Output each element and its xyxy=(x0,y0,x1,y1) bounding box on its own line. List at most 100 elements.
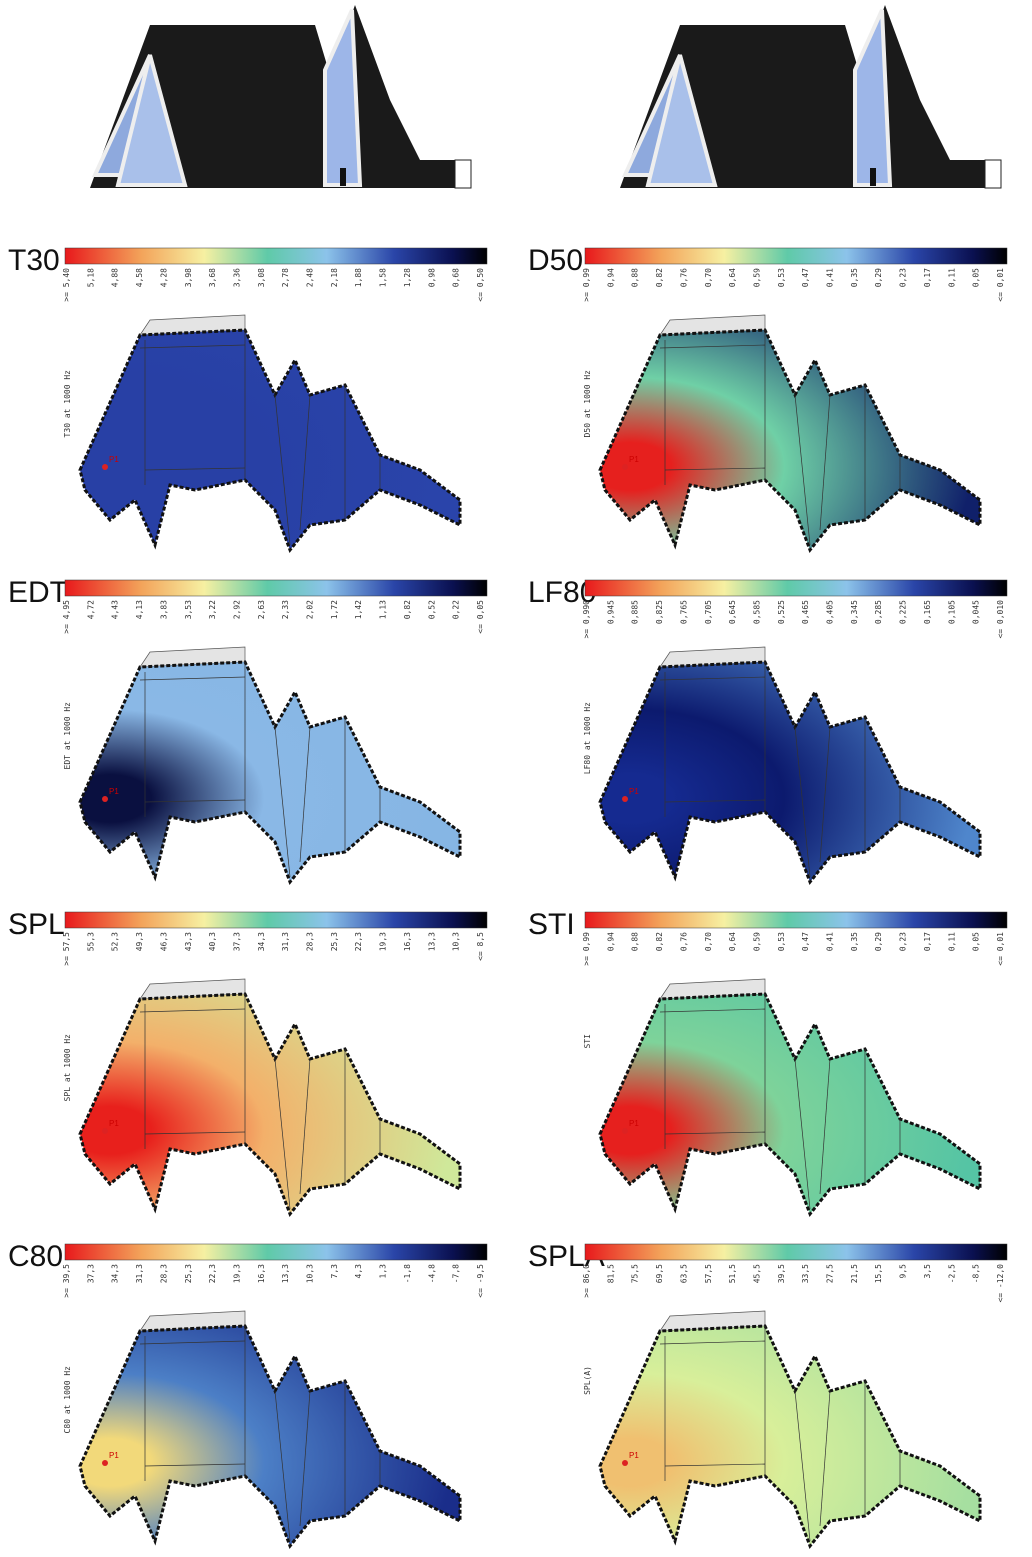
scale-label: 0,825 xyxy=(655,600,664,624)
wireframe-line xyxy=(139,1008,246,1013)
scale-label: 2,02 xyxy=(306,600,315,619)
source-label: P1 xyxy=(109,1119,119,1128)
source-label: P1 xyxy=(629,455,639,464)
wireframe-line xyxy=(794,1058,811,1210)
scale-label: 1,58 xyxy=(379,268,388,287)
acoustic-map xyxy=(78,992,462,1217)
scale-label: 0,23 xyxy=(899,932,908,951)
wireframe-line xyxy=(794,394,811,546)
scale-label: 0,525 xyxy=(777,600,786,624)
scale-label: 2,92 xyxy=(232,600,241,619)
scale-label: -4,8 xyxy=(427,1264,436,1283)
scale-label: >= 57,5 xyxy=(62,932,71,966)
scale-label: >= 5,40 xyxy=(62,268,71,302)
scale-label: <= -9,5 xyxy=(476,1264,485,1298)
scale-label: 28,3 xyxy=(159,1264,168,1283)
scale-label: 2,63 xyxy=(257,600,266,619)
building-elevation xyxy=(618,3,1003,190)
color-scale xyxy=(584,1243,1008,1261)
scale-label: 19,3 xyxy=(379,932,388,951)
scale-label: 2,18 xyxy=(330,268,339,287)
panel: SPL>= 57,5 55,3 52,3 49,3 46,3 43,3 40,3 37,3 34… xyxy=(8,908,488,1217)
scale-label: 34,3 xyxy=(111,1264,120,1283)
scale-label: 10,3 xyxy=(306,1264,315,1283)
scale-label: <= 0,50 xyxy=(476,268,485,302)
panel: D50>= 0,99 0,94 0,88 0,82 0,76 0,70 0,64 0,59 0,… xyxy=(528,244,1008,553)
scale-label: 1,28 xyxy=(403,268,412,287)
scale-label: 4,3 xyxy=(354,1264,363,1279)
panel-title: STI xyxy=(528,908,575,941)
wireframe-line xyxy=(274,1058,291,1210)
wireframe-line xyxy=(659,1340,766,1345)
scale-label: <= -12,0 xyxy=(996,1264,1005,1303)
panel: STI >= 0,99 0,94 0,88 0,82 0,76 0,70 0,64 0,59 0,… xyxy=(528,908,1008,1217)
scale-label: 0,47 xyxy=(801,268,810,287)
scale-label: 0,82 xyxy=(655,268,664,287)
wireframe-line xyxy=(299,1390,311,1527)
wireframe-line xyxy=(819,1058,831,1195)
scale-label: 0,22 xyxy=(452,600,461,619)
scale-label: 31,3 xyxy=(281,932,290,951)
scale-label: 37,3 xyxy=(86,1264,95,1283)
wireframe-line xyxy=(144,1131,246,1135)
source-label: P1 xyxy=(629,1119,639,1128)
wireframe-line xyxy=(139,344,246,349)
source-marker xyxy=(622,1128,628,1134)
scale-label: <= 0,010 xyxy=(996,600,1005,639)
scale-label: 1,88 xyxy=(354,268,363,287)
scale-label: 2,78 xyxy=(281,268,290,287)
panel-title: D50 xyxy=(528,244,583,277)
scale-label: 0,765 xyxy=(679,600,688,624)
scale-label: <= 0,05 xyxy=(476,600,485,634)
wireframe-line xyxy=(664,1131,766,1135)
scale-label: 4,72 xyxy=(86,600,95,619)
wireframe-line xyxy=(664,1463,766,1467)
scale-label: 63,5 xyxy=(679,1264,688,1283)
scale-label: 4,28 xyxy=(159,268,168,287)
panels: T30>= 5,40 5,18 4,88 4,58 4,28 3,98 3,68 3,36 3,… xyxy=(8,244,1008,1549)
scale-label: 16,3 xyxy=(257,1264,266,1283)
scale-label: 3,08 xyxy=(257,268,266,287)
scale-label: 0,645 xyxy=(728,600,737,624)
scale-caption: LF80 at 1000 Hz xyxy=(583,702,592,774)
scale-label: <= 0,01 xyxy=(996,932,1005,966)
scale-label: 33,5 xyxy=(801,1264,810,1283)
scale-label: 0,05 xyxy=(972,932,981,951)
wireframe-line xyxy=(819,1390,831,1527)
scale-label: 0,88 xyxy=(631,268,640,287)
scale-label: 21,5 xyxy=(850,1264,859,1283)
scale-label: 19,3 xyxy=(232,1264,241,1283)
wireframe-line xyxy=(144,799,246,803)
scale-label: 3,36 xyxy=(232,268,241,287)
acoustic-map xyxy=(78,328,462,553)
scale-label: 0,11 xyxy=(947,268,956,287)
scale-label: 55,3 xyxy=(86,932,95,951)
scale-label: 0,35 xyxy=(850,932,859,951)
scale-label: 0,41 xyxy=(826,932,835,951)
wireframe-line xyxy=(819,726,831,863)
scale-label: 4,13 xyxy=(135,600,144,619)
source-label: P1 xyxy=(109,1451,119,1460)
scale-label: >= 39,5 xyxy=(62,1264,71,1298)
scale-label: 25,3 xyxy=(184,1264,193,1283)
wireframe-line xyxy=(659,676,766,681)
source-marker xyxy=(102,796,108,802)
source-marker xyxy=(102,464,108,470)
wireframe-line xyxy=(659,1008,766,1013)
scale-label: 0,98 xyxy=(427,268,436,287)
scale-label: 75,5 xyxy=(631,1264,640,1283)
panel: LF80>= 0,990 0,945 0,885 0,825 0,765 0,705 0,6… xyxy=(528,576,1008,885)
scale-label: 40,3 xyxy=(208,932,217,951)
scale-label: 0,29 xyxy=(874,268,883,287)
color-scale xyxy=(64,911,488,929)
panel: EDT>= 4,95 4,72 4,43 4,13 3,83 3,53 3,22 2,92 2,… xyxy=(8,576,488,885)
scale-label: 0,53 xyxy=(777,932,786,951)
scale-label: 0,945 xyxy=(606,600,615,624)
wireframe-line xyxy=(664,799,766,803)
scale-label: 0,165 xyxy=(923,600,932,624)
wireframe-line xyxy=(794,726,811,878)
panel-title: EDT xyxy=(8,576,68,609)
scale-label: <= 8,5 xyxy=(476,932,485,961)
scale-label: 16,3 xyxy=(403,932,412,951)
scale-label: 0,64 xyxy=(728,268,737,287)
